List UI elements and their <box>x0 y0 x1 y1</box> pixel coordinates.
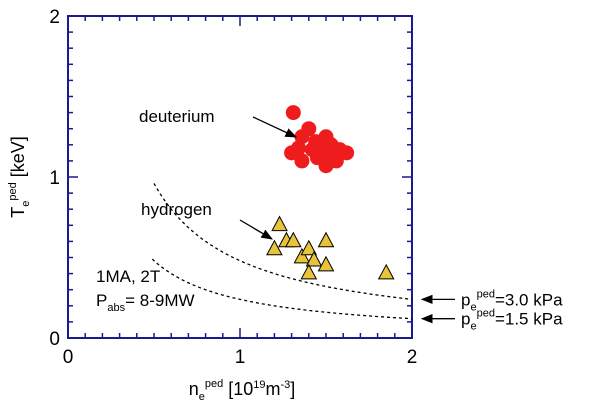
isobar-curve <box>153 183 413 301</box>
hydrogen-point <box>305 250 323 267</box>
data-markers <box>266 105 395 280</box>
condition-line-1: 1MA, 2T <box>96 267 160 286</box>
x-tick-label: 2 <box>407 347 418 368</box>
deuterium-arrow <box>252 116 298 138</box>
hydrogen-point <box>300 239 318 256</box>
hydrogen-point <box>271 215 288 232</box>
hydrogen-point <box>266 239 283 256</box>
deuterium-point <box>301 121 317 137</box>
isobar-curve <box>151 258 413 320</box>
hydrogen-point <box>300 263 318 280</box>
hydrogen-point <box>293 247 311 264</box>
isobar-curves <box>151 183 413 320</box>
y-tick-label: 2 <box>49 7 60 28</box>
x-tick-label: 0 <box>63 347 74 368</box>
axis-ticks <box>67 15 413 339</box>
deuterium-point <box>327 148 343 164</box>
y-tick-label: 0 <box>49 329 60 350</box>
deuterium-point <box>294 153 310 169</box>
hydrogen-point <box>377 263 395 280</box>
hydrogen-point <box>284 231 302 248</box>
plot-frame <box>67 15 413 339</box>
deuterium-point <box>304 142 320 158</box>
y-tick-label: 1 <box>49 168 60 189</box>
isobar-label: peped=1.5 kPa <box>461 308 563 333</box>
hydrogen-label: hydrogen <box>141 200 212 219</box>
isobar-label: peped=3.0 kPa <box>461 288 563 313</box>
x-axis-title: neped [1019m-3] <box>189 378 296 403</box>
hydrogen-arrow <box>239 219 274 240</box>
hydrogen-point <box>317 255 335 272</box>
x-tick-label: 1 <box>235 347 246 368</box>
deuterium-label: deuterium <box>139 107 215 126</box>
deuterium-point <box>339 145 355 161</box>
deuterium-point <box>285 105 301 121</box>
condition-line-2: Pabs= 8-9MW <box>96 291 195 314</box>
y-axis-title: Teped [keV] <box>7 136 32 218</box>
tick-labels: 0 1 2 0 1 2 <box>49 7 417 368</box>
hydrogen-point <box>317 231 335 248</box>
deuterium-point <box>290 140 306 156</box>
